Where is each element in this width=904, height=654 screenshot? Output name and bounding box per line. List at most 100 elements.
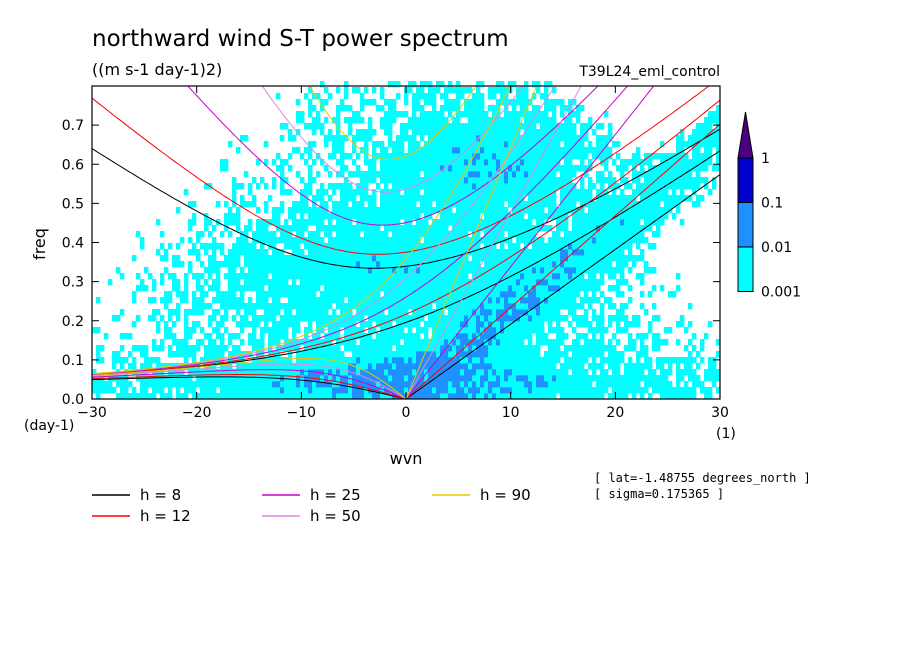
heatmap-cell <box>428 153 433 160</box>
heatmap-cell <box>452 189 457 196</box>
heatmap-cell <box>324 351 329 358</box>
heatmap-cell <box>424 147 429 154</box>
heatmap-cell <box>588 381 593 388</box>
heatmap-cell <box>332 153 337 160</box>
heatmap-cell <box>328 237 333 244</box>
heatmap-cell <box>300 381 305 388</box>
heatmap-cell <box>168 375 173 382</box>
heatmap-cell <box>536 261 541 268</box>
heatmap-cell <box>504 303 509 310</box>
heatmap-cell <box>232 195 237 202</box>
heatmap-cell <box>416 345 421 352</box>
heatmap-cell <box>388 255 393 262</box>
heatmap-cell <box>256 291 261 298</box>
heatmap-cell <box>664 165 669 172</box>
heatmap-cell <box>244 135 249 142</box>
heatmap-cell <box>556 327 561 334</box>
heatmap-cell <box>320 189 325 196</box>
heatmap-cell <box>544 129 549 136</box>
heatmap-cell <box>488 153 493 160</box>
heatmap-cell <box>432 225 437 232</box>
heatmap-cell <box>500 147 505 154</box>
heatmap-cell <box>636 363 641 370</box>
heatmap-cell <box>652 153 657 160</box>
heatmap-cell <box>368 321 373 328</box>
heatmap-cell <box>432 363 437 370</box>
heatmap-cell <box>360 171 365 178</box>
heatmap-cell <box>580 189 585 196</box>
heatmap-cell <box>224 165 229 172</box>
heatmap-cell <box>528 225 533 232</box>
heatmap-cell <box>316 339 321 346</box>
heatmap-cell <box>644 153 649 160</box>
heatmap-cell <box>664 177 669 184</box>
heatmap-cell <box>680 369 685 376</box>
heatmap-cell <box>612 159 617 166</box>
heatmap-cell <box>448 231 453 238</box>
heatmap-cell <box>360 183 365 190</box>
heatmap-cell <box>308 123 313 130</box>
heatmap-cell <box>656 315 661 322</box>
heatmap-cell <box>616 279 621 286</box>
heatmap-cell <box>492 351 497 358</box>
heatmap-cell <box>272 369 277 376</box>
heatmap-cell <box>648 189 653 196</box>
heatmap-cell <box>436 225 441 232</box>
heatmap-cell <box>300 291 305 298</box>
heatmap-cell <box>416 105 421 112</box>
heatmap-cell <box>588 249 593 256</box>
heatmap-cell <box>196 255 201 262</box>
heatmap-cell <box>332 243 337 250</box>
heatmap-cell <box>604 387 609 394</box>
heatmap-cell <box>440 147 445 154</box>
heatmap-cell <box>416 255 421 262</box>
heatmap-cell <box>264 369 269 376</box>
heatmap-cell <box>216 291 221 298</box>
heatmap-cell <box>504 345 509 352</box>
heatmap-cell <box>508 237 513 244</box>
heatmap-cell <box>212 351 217 358</box>
heatmap-cell <box>332 363 337 370</box>
heatmap-cell <box>388 315 393 322</box>
heatmap-cell <box>484 351 489 358</box>
heatmap-cell <box>432 153 437 160</box>
heatmap-cell <box>264 393 269 400</box>
heatmap-cell <box>568 255 573 262</box>
heatmap-cell <box>432 117 437 124</box>
heatmap-cell <box>552 147 557 154</box>
heatmap-cell <box>200 327 205 334</box>
heatmap-cell <box>416 237 421 244</box>
heatmap-cell <box>200 309 205 316</box>
heatmap-cell <box>364 219 369 226</box>
heatmap-cell <box>456 147 461 154</box>
heatmap-cell <box>576 135 581 142</box>
heatmap-cell <box>572 255 577 262</box>
heatmap-cell <box>376 231 381 238</box>
heatmap-cell <box>304 309 309 316</box>
heatmap-cell <box>592 243 597 250</box>
heatmap-cell <box>532 249 537 256</box>
heatmap-cell <box>304 315 309 322</box>
heatmap-cell <box>528 339 533 346</box>
heatmap-cell <box>308 183 313 190</box>
heatmap-cell <box>472 195 477 202</box>
heatmap-cell <box>356 231 361 238</box>
heatmap-cell <box>372 225 377 232</box>
heatmap-cell <box>464 219 469 226</box>
heatmap-cell <box>168 345 173 352</box>
heatmap-cell <box>496 333 501 340</box>
heatmap-cell <box>280 315 285 322</box>
heatmap-cell <box>272 183 277 190</box>
heatmap-cell <box>336 123 341 130</box>
heatmap-cell <box>392 267 397 274</box>
heatmap-cell <box>640 225 645 232</box>
heatmap-cell <box>520 315 525 322</box>
heatmap-cell <box>336 237 341 244</box>
heatmap-cell <box>284 375 289 382</box>
heatmap-cell <box>668 363 673 370</box>
heatmap-cell <box>208 285 213 292</box>
heatmap-cell <box>448 363 453 370</box>
heatmap-cell <box>428 87 433 94</box>
heatmap-cell <box>412 117 417 124</box>
heatmap-cell <box>200 297 205 304</box>
